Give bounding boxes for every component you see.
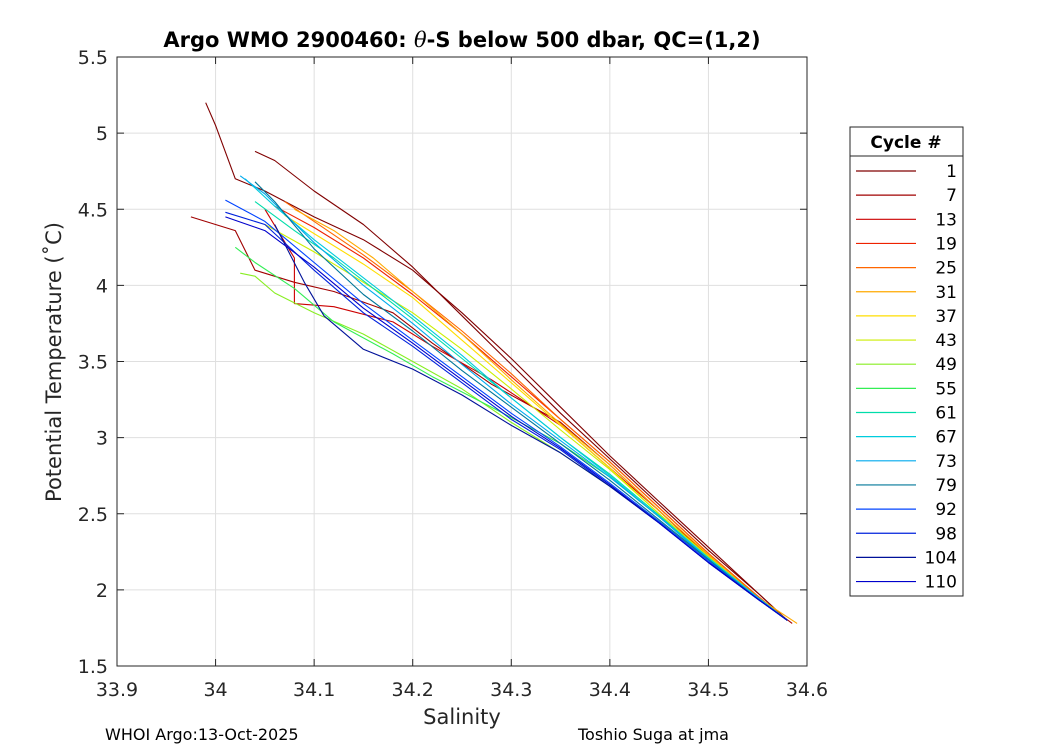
legend-label-cycle-92: 92 bbox=[935, 500, 957, 520]
chart-title: Argo WMO 2900460: θ-S below 500 dbar, QC… bbox=[163, 28, 760, 52]
y-tick-label: 3.5 bbox=[78, 352, 108, 374]
footer-source-date: WHOI Argo:13-Oct-2025 bbox=[105, 725, 299, 744]
x-tick-label: 34.5 bbox=[687, 679, 729, 701]
y-tick-label: 4 bbox=[96, 275, 108, 297]
legend-label-cycle-73: 73 bbox=[935, 452, 957, 472]
series-line-cycle-31 bbox=[294, 208, 798, 624]
legend-label-cycle-37: 37 bbox=[935, 307, 957, 327]
y-axis-label: Potential Temperature (˚C) bbox=[42, 222, 66, 502]
series-line-cycle-92 bbox=[225, 199, 788, 621]
x-tick-label: 34.6 bbox=[786, 679, 828, 701]
legend: Cycle # 1 7 13 19 25 31 37 43 49 55 61 67 73 79 92 98 10… bbox=[849, 126, 964, 597]
legend-label-cycle-98: 98 bbox=[935, 524, 957, 544]
x-tick-label: 34.1 bbox=[293, 679, 335, 701]
legend-label-cycle-67: 67 bbox=[935, 428, 957, 448]
series-line-cycle-79 bbox=[254, 181, 788, 621]
legend-label-cycle-13: 13 bbox=[935, 210, 957, 230]
series-line-cycle-1b bbox=[254, 150, 788, 621]
y-tick-label: 5.5 bbox=[78, 47, 108, 69]
footer-credit: Toshio Suga at jma bbox=[578, 725, 729, 744]
x-tick-label: 34 bbox=[203, 679, 227, 701]
series-line-cycle-43 bbox=[264, 224, 788, 621]
series-line-cycle-110 bbox=[225, 216, 788, 621]
y-tick-label: 2.5 bbox=[78, 504, 108, 526]
legend-label-cycle-1: 1 bbox=[946, 162, 957, 182]
legend-label-cycle-43: 43 bbox=[935, 331, 957, 351]
legend-label-cycle-31: 31 bbox=[935, 283, 957, 303]
y-tick-label: 4.5 bbox=[78, 199, 108, 221]
legend-label-cycle-110: 110 bbox=[925, 573, 957, 593]
legend-label-cycle-25: 25 bbox=[935, 259, 957, 279]
data-series bbox=[190, 102, 798, 624]
legend-label-cycle-49: 49 bbox=[935, 355, 957, 375]
x-tick-label: 34.2 bbox=[392, 679, 434, 701]
x-tick-label: 33.9 bbox=[96, 679, 138, 701]
legend-label-cycle-7: 7 bbox=[946, 186, 957, 206]
legend-box bbox=[849, 126, 964, 597]
series-line-cycle-25 bbox=[284, 201, 788, 621]
legend-label-cycle-104: 104 bbox=[925, 548, 957, 568]
series-line-cycle-67 bbox=[244, 178, 788, 621]
x-axis-label: Salinity bbox=[423, 705, 501, 729]
legend-label-cycle-19: 19 bbox=[935, 234, 957, 254]
y-tick-label: 1.5 bbox=[78, 656, 108, 678]
legend-label-cycle-61: 61 bbox=[935, 404, 957, 424]
x-tick-label: 34.3 bbox=[490, 679, 532, 701]
axis-ticks: 33.9 34 34.1 34.2 34.3 34.4 34.5 34.6 1.5 2 2.5 3 3.… bbox=[78, 47, 828, 701]
y-tick-label: 5 bbox=[96, 123, 108, 145]
series-line-cycle-1 bbox=[205, 102, 788, 621]
legend-title: Cycle # bbox=[870, 133, 941, 153]
legend-label-cycle-79: 79 bbox=[935, 476, 957, 496]
x-tick-label: 34.4 bbox=[589, 679, 631, 701]
y-tick-label: 2 bbox=[96, 580, 108, 602]
y-tick-label: 3 bbox=[96, 428, 108, 450]
legend-label-cycle-55: 55 bbox=[935, 379, 957, 399]
